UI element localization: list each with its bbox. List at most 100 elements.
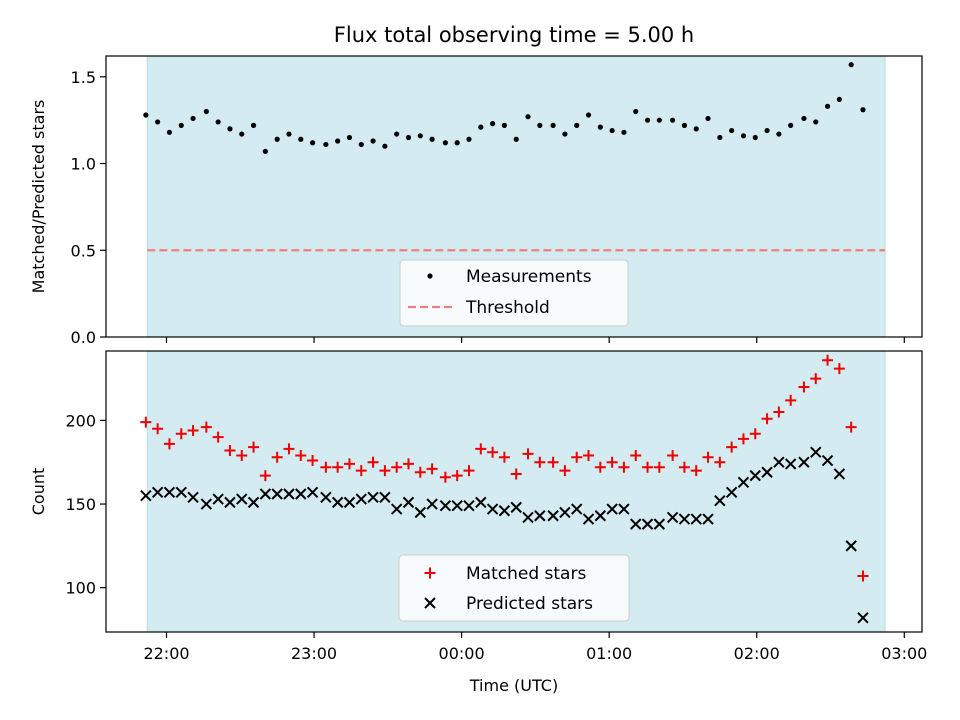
measurement-point: [836, 96, 842, 102]
predicted-star-point: [798, 456, 810, 468]
predicted-star-point: [140, 489, 152, 502]
matched-star-point: [510, 468, 522, 480]
x-tick-label: 03:00: [881, 644, 927, 663]
matched-star-point: [307, 455, 319, 467]
measurement-point: [143, 112, 149, 118]
axes-frame: [105, 350, 923, 633]
predicted-star-point: [355, 493, 367, 505]
y-tick-label: 1.5: [71, 68, 96, 87]
matched-star-point: [822, 354, 834, 366]
measurement-point: [824, 103, 831, 109]
matched-star-point: [414, 466, 426, 478]
measurement-point: [562, 131, 568, 137]
matched-star-point: [355, 465, 367, 477]
measurement-point: [250, 122, 257, 128]
legend-box: [398, 554, 630, 622]
measurement-point: [513, 136, 519, 142]
predicted-star-point: [833, 468, 846, 480]
measurement-point: [801, 115, 807, 122]
matched-star-point: [798, 381, 810, 393]
x-tick-label: 01:00: [586, 644, 632, 663]
measurement-point: [705, 115, 711, 122]
matched-star-point: [618, 461, 630, 473]
matched-star-point: [426, 463, 438, 475]
legend-label: Measurements: [466, 267, 592, 287]
predicted-star-point: [200, 498, 213, 510]
predicted-star-point: [402, 496, 415, 509]
matched-star-point: [248, 441, 260, 453]
predicted-star-point: [175, 486, 187, 499]
x-axis-label: Time (UTC): [469, 676, 558, 695]
predicted-star-point: [582, 513, 595, 525]
predicted-star-point: [606, 503, 618, 515]
bottom-panel: 100 150 200 22:00 23:00 00:00 01:00 02:00 03:00 C…: [29, 350, 927, 663]
matched-star-point: [773, 406, 785, 418]
matched-star-point: [737, 433, 749, 445]
measurement-point: [681, 122, 688, 128]
measurement-point: [394, 131, 400, 137]
predicted-star-point: [630, 518, 642, 530]
measurement-point: [585, 112, 592, 118]
matched-star-point: [630, 450, 642, 462]
measurement-point: [693, 126, 699, 132]
matched-star-point: [379, 465, 391, 477]
measurement-point: [166, 129, 173, 135]
matched-star-point: [152, 423, 164, 435]
measurement-point: [644, 117, 651, 123]
y-tick-label: 150: [65, 495, 96, 514]
matched-star-point: [295, 450, 307, 462]
predicted-star-point: [379, 491, 391, 504]
x-tick-label: 00:00: [439, 644, 485, 663]
predicted-star-point: [534, 510, 546, 522]
predicted-star-point: [320, 491, 332, 504]
y-axis-label: Matched/Predicted stars: [29, 100, 48, 294]
matched-star-point: [749, 428, 761, 440]
matched-star-point: [212, 431, 224, 443]
matched-star-point: [702, 451, 714, 463]
measurement-point: [155, 119, 161, 125]
predicted-star-point: [666, 511, 679, 524]
matched-star-point: [726, 441, 738, 453]
matched-star-point: [559, 465, 571, 477]
matched-star-point: [140, 416, 152, 428]
measurement-point: [215, 119, 221, 125]
measurement-point: [417, 133, 423, 139]
measurement-point: [286, 131, 292, 137]
predicted-star-point: [451, 500, 463, 512]
y-tick-label: 100: [65, 579, 96, 598]
measurement-point: [190, 115, 196, 122]
predicted-star-point: [714, 494, 726, 507]
matched-star-point: [367, 456, 379, 468]
predicted-star-point: [426, 498, 438, 510]
predicted-star-point: [295, 488, 307, 500]
measurement-point: [298, 136, 304, 142]
predicted-star-point: [594, 510, 607, 522]
measurement-point: [346, 134, 353, 141]
legend: Matched stars Predicted stars: [398, 554, 630, 622]
predicted-star-point: [857, 612, 869, 624]
measurement-point: [429, 136, 435, 142]
predicted-star-point: [845, 540, 857, 552]
predicted-star-point: [187, 491, 199, 504]
predicted-star-point: [784, 458, 797, 470]
matched-star-point: [833, 363, 845, 375]
measurement-point: [203, 108, 209, 115]
matched-star-point: [487, 446, 499, 458]
matched-star-point: [534, 456, 546, 468]
measurement-point: [670, 117, 676, 123]
measurement-point: [729, 127, 735, 134]
matched-star-point: [785, 394, 797, 406]
matched-star-point: [690, 465, 702, 477]
measurement-point: [227, 126, 233, 132]
measurement-point: [525, 114, 531, 120]
measurement-point: [656, 117, 662, 123]
predicted-star-point: [236, 493, 248, 505]
predicted-star-point: [151, 486, 164, 499]
predicted-star-point: [463, 500, 475, 512]
measurement-point: [764, 127, 770, 134]
measurement-point: [454, 140, 460, 146]
legend-label: Matched stars: [466, 564, 586, 584]
matched-star-point: [332, 461, 344, 473]
measurement-point: [621, 129, 627, 135]
